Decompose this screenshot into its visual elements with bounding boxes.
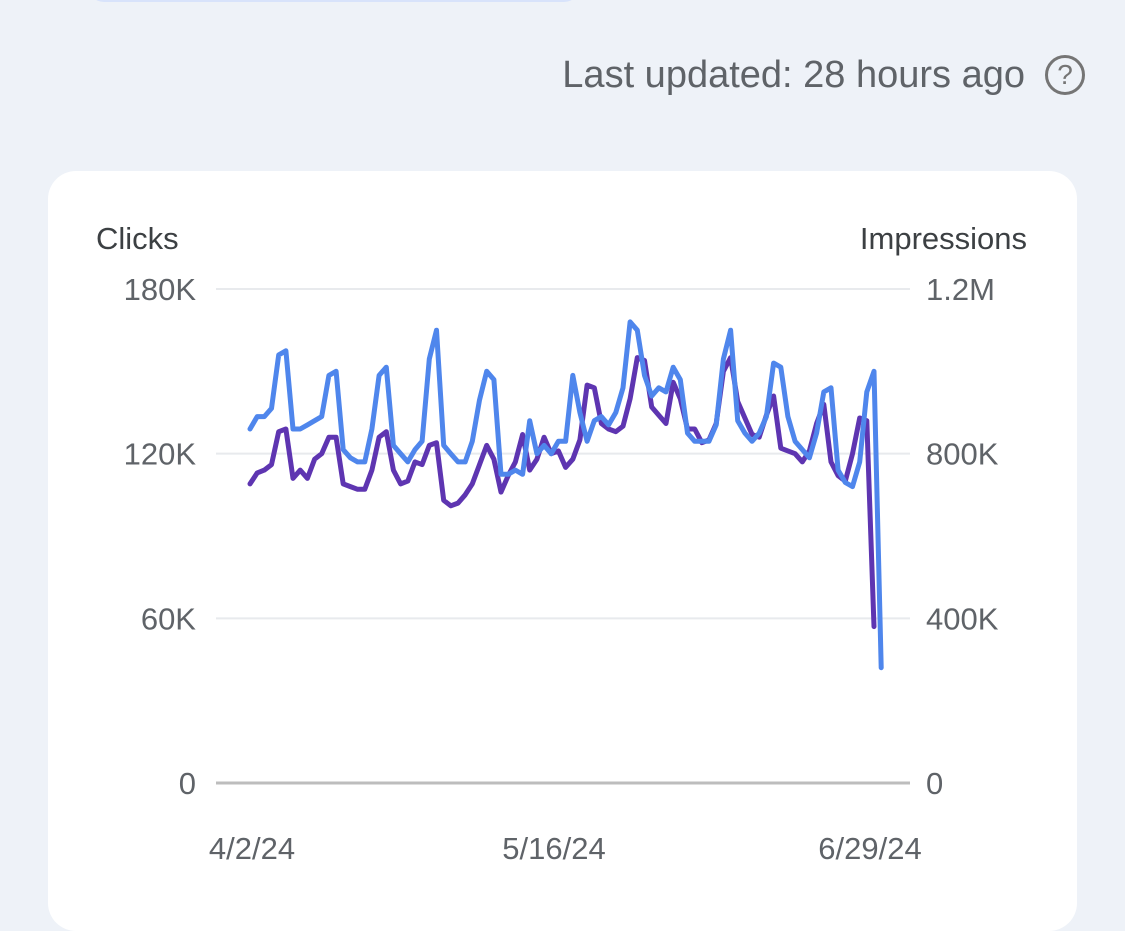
performance-chart: Clicks Impressions 0 0 60K 400K 120K 800K 180K… — [96, 221, 1027, 866]
right-axis-title: Impressions — [860, 221, 1027, 256]
right-axis-tick-label: 400K — [926, 601, 999, 636]
left-axis-tick-label: 60K — [141, 601, 196, 636]
x-axis-tick-label: 6/29/24 — [818, 831, 921, 866]
last-updated-text: Last updated: 28 hours ago — [562, 53, 1025, 96]
right-axis-tick-label: 1.2M — [926, 272, 995, 307]
left-axis-tick-label: 0 — [179, 766, 196, 801]
x-axis-tick-label: 5/16/24 — [502, 831, 605, 866]
x-axis-tick-label: 4/2/24 — [209, 831, 295, 866]
left-axis-title: Clicks — [96, 221, 179, 256]
right-axis-tick-label: 800K — [926, 437, 999, 472]
impressions-series-line — [247, 319, 884, 671]
last-updated-row: Last updated: 28 hours ago ? — [562, 52, 1085, 98]
clicks-series-line — [247, 355, 877, 630]
left-axis-tick-label: 180K — [124, 272, 197, 307]
left-axis-tick-label: 120K — [124, 437, 197, 472]
top-search-pill[interactable] — [88, 0, 580, 2]
performance-chart-card: Clicks Impressions 0 0 60K 400K 120K 800K 180K… — [48, 171, 1077, 931]
help-circle-icon[interactable]: ? — [1045, 55, 1085, 95]
right-axis-tick-label: 0 — [926, 766, 943, 801]
